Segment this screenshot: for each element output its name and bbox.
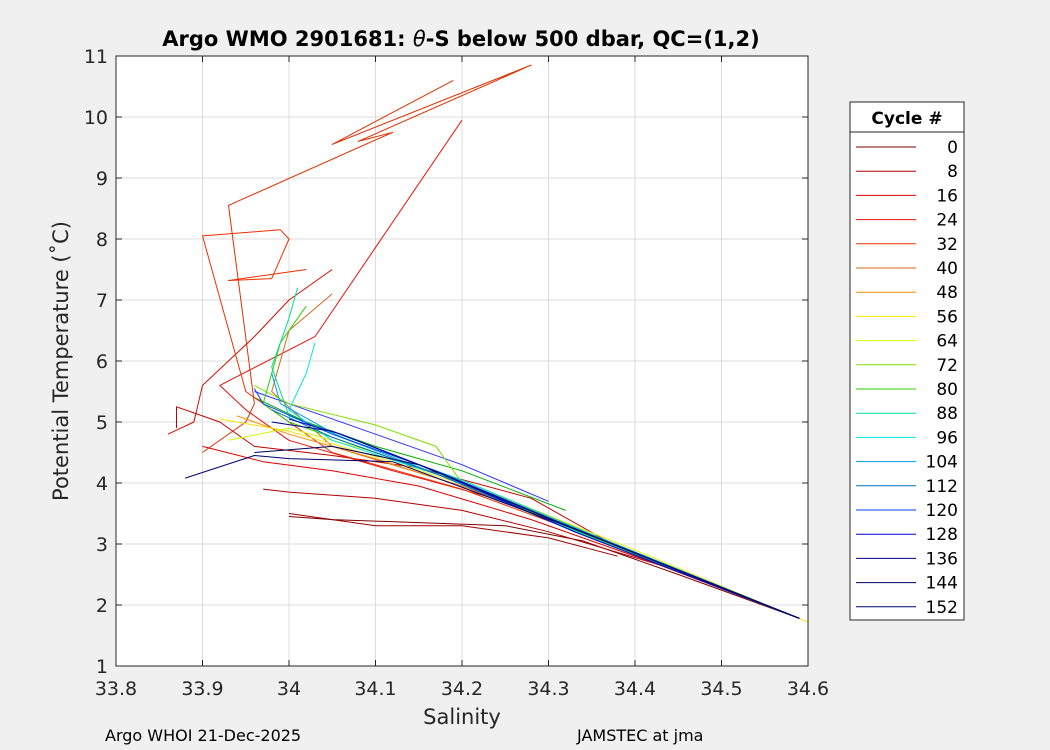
- legend-title: Cycle #: [871, 109, 942, 129]
- x-tick-label: 34.5: [700, 678, 742, 700]
- y-tick-label: 7: [96, 290, 108, 312]
- x-tick-label: 34.2: [441, 678, 483, 700]
- x-tick-label: 33.9: [181, 678, 223, 700]
- y-axis-label: Potential Temperature (˚C): [49, 221, 73, 501]
- y-tick-label: 2: [96, 595, 108, 617]
- footer-left: Argo WHOI 21-Dec-2025: [105, 726, 301, 745]
- legend-label: 72: [936, 356, 958, 376]
- title-prefix: Argo WMO 2901681:: [162, 27, 413, 51]
- legend-label: 104: [926, 453, 958, 473]
- legend-items: 0 8 16 24 32 40 48 56 64 72 80 88 96 104 112 120 128 136 1…: [856, 138, 958, 618]
- legend-label: 40: [936, 259, 958, 279]
- y-tick-label: 8: [96, 229, 108, 251]
- y-tick-label: 1: [96, 656, 108, 678]
- profile-line: [288, 513, 618, 557]
- legend: Cycle # 0 8 16 24 32 40 48 56 64 72 80 88 96 104 112 12…: [849, 101, 965, 621]
- legend-label: 16: [936, 186, 958, 206]
- y-tick-label: 11: [84, 46, 108, 68]
- legend-label: 128: [926, 525, 958, 545]
- x-tick-labels: 33.8 33.9 34 34.1 34.2 34.3 34.4 34.5 34.6: [95, 678, 829, 700]
- series-line-cycle-152: [185, 455, 800, 619]
- x-tick-label: 33.8: [95, 678, 137, 700]
- x-tick-label: 34.6: [787, 678, 829, 700]
- legend-label: 0: [947, 138, 958, 158]
- y-tick-label: 4: [96, 473, 108, 495]
- x-tick-label: 34.4: [614, 678, 656, 700]
- profile-line: [254, 397, 566, 511]
- title-suffix: -S below 500 dbar, QC=(1,2): [426, 27, 760, 51]
- legend-label: 152: [926, 598, 958, 618]
- series-lines: [167, 64, 809, 623]
- legend-label: 88: [936, 404, 958, 424]
- y-tick-label: 3: [96, 534, 108, 556]
- profile-line: [202, 64, 532, 453]
- legend-label: 80: [936, 380, 958, 400]
- profile-line: [167, 269, 333, 435]
- legend-label: 64: [936, 332, 958, 352]
- legend-label: 120: [926, 501, 958, 521]
- profile-line: [176, 406, 618, 548]
- series-line-cycle-56: [219, 418, 809, 623]
- legend-label: 112: [926, 477, 958, 497]
- legend-label: 96: [936, 428, 958, 448]
- legend-label: 56: [936, 307, 958, 327]
- axis-ticks: [115, 55, 809, 667]
- legend-label: 24: [936, 211, 958, 231]
- y-tick-label: 10: [84, 107, 108, 129]
- title-theta: θ: [413, 27, 426, 51]
- legend-label: 32: [936, 235, 958, 255]
- legend-label: 8: [947, 162, 958, 182]
- x-tick-label: 34.3: [527, 678, 569, 700]
- y-tick-label: 9: [96, 168, 108, 190]
- series-line-cycle-32: [202, 229, 800, 619]
- x-tick-label: 34.1: [354, 678, 396, 700]
- y-tick-labels: 1 2 3 4 5 6 7 8 9 10 11: [84, 46, 108, 678]
- legend-label: 136: [926, 549, 958, 569]
- legend-label: 48: [936, 283, 958, 303]
- x-axis-label: Salinity: [423, 705, 501, 729]
- series-line-cycle-0: [288, 516, 800, 619]
- legend-box: [849, 101, 965, 621]
- y-tick-label: 5: [96, 412, 108, 434]
- footer-right: JAMSTEC at jma: [576, 726, 703, 745]
- x-tick-label: 34: [277, 678, 301, 700]
- legend-label: 144: [926, 574, 958, 594]
- y-tick-label: 6: [96, 351, 108, 373]
- chart-title: Argo WMO 2901681: θ-S below 500 dbar, QC…: [162, 27, 759, 51]
